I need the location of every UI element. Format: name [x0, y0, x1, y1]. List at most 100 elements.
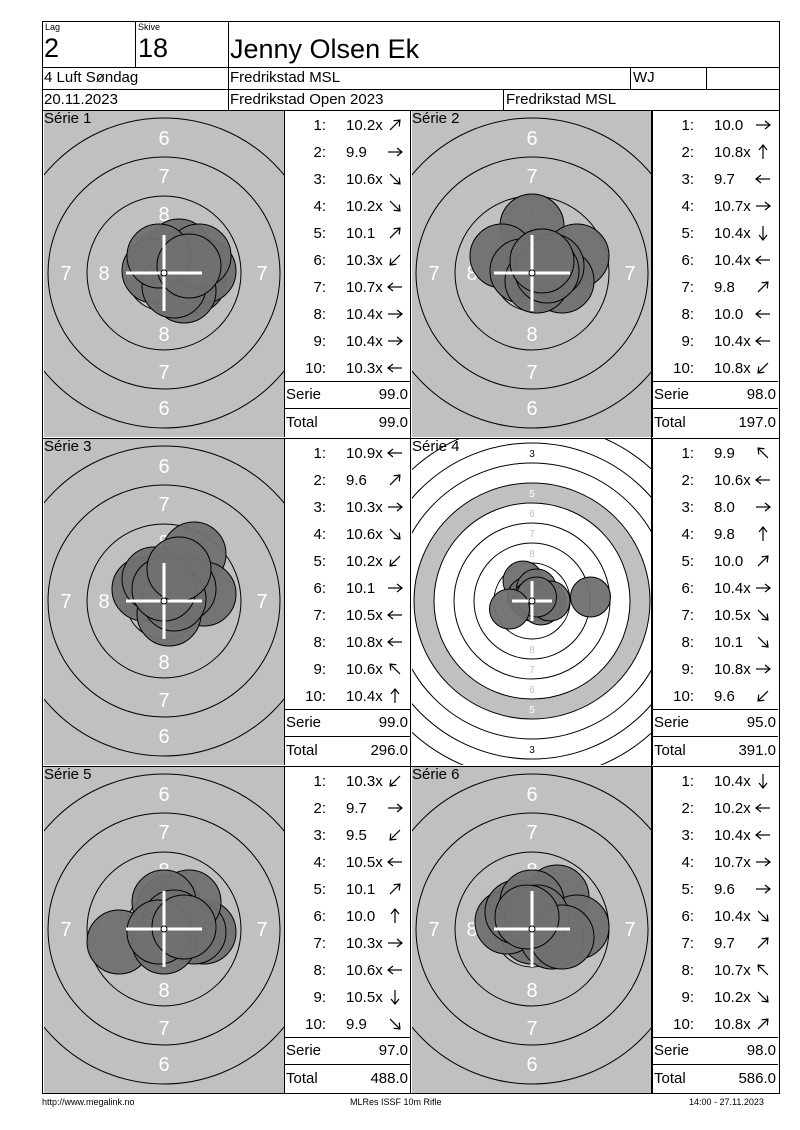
- shot-score: 10.4x: [714, 580, 751, 597]
- ring-label-7: 7: [526, 362, 537, 384]
- serie-sum-row: Serie 97.0: [284, 1037, 408, 1064]
- target-panel-5: 6677778888Série 5: [44, 767, 284, 1093]
- divider: [284, 736, 410, 737]
- direction-arrow-icon: [757, 964, 769, 976]
- ring-label-8: 8: [466, 919, 477, 941]
- shot-score: 10.8x: [714, 1016, 751, 1033]
- shot-number: 7:: [681, 935, 694, 952]
- divider: [652, 736, 778, 737]
- ring-label-7: 7: [624, 263, 635, 285]
- target-panel-1: 6677778888Série 1: [44, 111, 284, 437]
- shot-score: 9.9: [346, 1016, 367, 1033]
- shot-score: 9.8: [714, 279, 735, 296]
- shot-number: 4:: [681, 526, 694, 543]
- shot-score: 10.8x: [714, 360, 751, 377]
- ring: [44, 445, 284, 757]
- divider: [284, 1064, 410, 1065]
- shot-number: 2:: [681, 472, 694, 489]
- total-value: 296.0: [370, 742, 408, 759]
- direction-arrow-icon: [388, 938, 403, 948]
- direction-arrow-icon: [757, 690, 769, 702]
- ring-label: 3: [529, 745, 535, 756]
- shot-score: 9.6: [714, 688, 735, 705]
- shot-score: 10.1: [346, 881, 376, 898]
- ring-label-8: 8: [158, 324, 169, 346]
- direction-arrow-icon: [755, 803, 770, 813]
- shot-score: 9.5: [346, 827, 367, 844]
- shot-score: 9.8: [714, 526, 735, 543]
- shot-score: 10.5x: [346, 607, 383, 624]
- ring: [415, 156, 649, 390]
- ring-label-6: 6: [158, 398, 169, 420]
- direction-arrow-icon: [757, 362, 769, 374]
- shot-row: 8: 10.4x: [284, 300, 408, 327]
- direction-arrow-icon: [388, 803, 403, 813]
- shot-number: 7:: [313, 607, 326, 624]
- shot-number: 4:: [681, 854, 694, 871]
- ring: [412, 773, 652, 1085]
- serie-label: Série 6: [412, 767, 460, 783]
- ring-label-6: 6: [158, 456, 169, 478]
- divider: [652, 709, 778, 710]
- serie-sum-label: Serie: [654, 1042, 690, 1059]
- shot-row: 9: 10.4x: [284, 327, 408, 354]
- target-panel-4: 22334455667788Série 4: [412, 439, 652, 765]
- ring-label-7: 7: [526, 822, 537, 844]
- shot-score: 10.8x: [346, 634, 383, 651]
- ring-label-7: 7: [526, 1018, 537, 1040]
- shot-row: 9: 10.4x: [652, 327, 776, 354]
- skive-value: 18: [138, 33, 169, 63]
- ring-label-6: 6: [526, 1054, 537, 1076]
- direction-arrow-icon: [389, 254, 401, 266]
- shot-score: 8.0: [714, 499, 735, 516]
- direction-arrow-icon: [388, 309, 403, 319]
- grid-divider: [42, 438, 780, 439]
- shot-score: 10.4x: [714, 773, 751, 790]
- direction-arrow-icon: [756, 502, 771, 512]
- grid-divider: [410, 111, 411, 1093]
- divider: [652, 767, 653, 1093]
- shot-row: 1: 10.9x: [284, 439, 408, 466]
- shot-score: 10.3x: [346, 935, 383, 952]
- shot-score: 10.3x: [346, 360, 383, 377]
- direction-arrow-icon: [387, 610, 402, 620]
- shot-hole-10: [146, 536, 212, 602]
- shot-number: 9:: [313, 989, 326, 1006]
- shot-score: 10.6x: [346, 526, 383, 543]
- shot-row: 4: 10.2x: [284, 192, 408, 219]
- ring-label-7: 7: [256, 919, 267, 941]
- total-label: Total: [286, 742, 318, 759]
- competition-name: Fredrikstad Open 2023: [230, 91, 384, 108]
- direction-arrow-icon: [388, 147, 403, 157]
- shot-list-4: 1: 9.9 2: 10.6x 3: 8.0 4: 9.8 5: 10.0 6: 10.4x 7: 10.…: [652, 439, 778, 765]
- shot-row: 8: 10.6x: [284, 956, 408, 983]
- ring-label-8: 8: [526, 324, 537, 346]
- direction-arrow-icon: [389, 775, 401, 787]
- footer-website[interactable]: http://www.megalink.no: [42, 1097, 135, 1107]
- total-value: 197.0: [738, 414, 776, 431]
- shot-row: 5: 9.6: [652, 875, 776, 902]
- ring-label-6: 6: [158, 726, 169, 748]
- shot-score: 10.2x: [346, 553, 383, 570]
- serie-sum-value: 98.0: [746, 386, 776, 403]
- shot-number: 1:: [313, 117, 326, 134]
- shot-score: 10.6x: [346, 962, 383, 979]
- direction-arrow-icon: [757, 555, 769, 567]
- ring-label-7: 7: [60, 263, 71, 285]
- ring-label-8: 8: [158, 652, 169, 674]
- shot-list-2: 1: 10.0 2: 10.8x 3: 9.7 4: 10.7x 5: 10.4x 6: 10.4x 7…: [652, 111, 778, 437]
- total-label: Total: [654, 414, 686, 431]
- ring-label: 4: [529, 725, 535, 736]
- shot-number: 6:: [681, 252, 694, 269]
- direction-arrow-icon: [757, 991, 769, 1003]
- direction-arrow-icon: [388, 336, 403, 346]
- serie-sum-value: 97.0: [378, 1042, 408, 1059]
- ring: [412, 117, 652, 429]
- shot-row: 7: 9.8: [652, 273, 776, 300]
- shot-list-3: 1: 10.9x 2: 9.6 3: 10.3x 4: 10.6x 5: 10.2x 6: 10.1 7…: [284, 439, 410, 765]
- direction-arrow-icon: [756, 201, 771, 211]
- shot-number: 4:: [313, 198, 326, 215]
- shot-score: 10.4x: [714, 827, 751, 844]
- shot-number: 7:: [313, 279, 326, 296]
- direction-arrow-icon: [758, 226, 768, 241]
